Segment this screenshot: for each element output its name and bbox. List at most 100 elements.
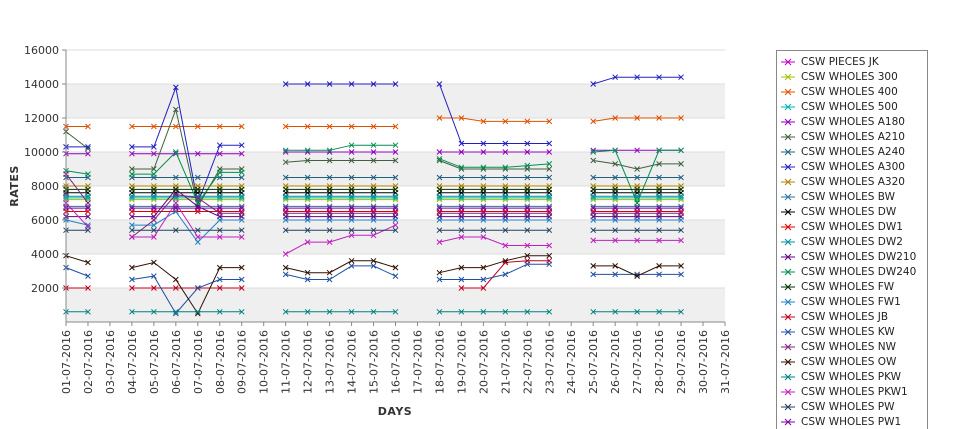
data-point (129, 150, 135, 157)
data-point (194, 227, 201, 234)
data-point (129, 234, 135, 240)
data-point (656, 174, 662, 181)
data-point (85, 144, 91, 150)
data-point (678, 161, 684, 167)
data-point (348, 308, 355, 315)
data-point (612, 271, 619, 278)
data-point (436, 115, 443, 121)
legend-label: CSW WHOLES PW (801, 401, 895, 413)
data-point (216, 234, 223, 240)
data-point (612, 193, 619, 200)
data-point (656, 205, 662, 211)
series-line (65, 210, 682, 243)
data-point (326, 269, 333, 276)
data-point (238, 276, 245, 283)
data-point (348, 263, 355, 269)
data-point (85, 205, 91, 211)
data-point (282, 81, 289, 87)
legend-item: CSW WHOLES DW1 (781, 220, 903, 234)
data-point (458, 234, 465, 240)
legend-item: CSW WHOLES OW (781, 355, 896, 369)
data-point (634, 205, 640, 211)
data-point (85, 193, 91, 200)
data-point (216, 264, 223, 271)
data-point (546, 227, 553, 234)
data-point (392, 157, 399, 164)
data-point (634, 308, 640, 315)
data-point (502, 118, 509, 125)
legend-label: CSW WHOLES DW210 (801, 251, 917, 263)
series (63, 183, 684, 189)
data-point (590, 205, 597, 211)
data-point (612, 237, 619, 244)
x-tick-label: 15-07-2016 (368, 330, 381, 394)
legend-item: CSW WHOLES DW240 (781, 265, 916, 279)
y-tick-labels: 2000 4000 6000 8000 10000 12000 14000 16000 (24, 44, 66, 295)
data-point (304, 205, 311, 211)
data-point (326, 239, 333, 245)
data-point (634, 227, 640, 234)
data-point (524, 149, 531, 155)
data-point (172, 227, 179, 234)
data-point (678, 227, 684, 234)
data-point (238, 186, 245, 193)
data-point (282, 308, 289, 315)
legend-label: CSW WHOLES 300 (801, 71, 898, 83)
x-tick-label: 14-07-2016 (346, 330, 359, 394)
x-axis-label: DAYS (378, 405, 412, 418)
data-point (348, 217, 355, 223)
data-point (282, 205, 289, 211)
x-tick-label: 12-07-2016 (302, 330, 315, 394)
data-point (370, 186, 377, 193)
data-point (634, 74, 640, 81)
data-point (480, 234, 487, 240)
data-point (634, 217, 640, 223)
data-point (194, 200, 201, 206)
data-point (304, 123, 311, 130)
data-point (502, 308, 509, 315)
x-tick-label: 03-07-2016 (104, 330, 117, 394)
data-point (612, 205, 619, 211)
data-point (678, 237, 684, 244)
data-point (546, 210, 553, 217)
data-point (348, 174, 355, 181)
y-tick-label: 16000 (24, 44, 59, 57)
legend-label: CSW WHOLES 500 (801, 101, 898, 113)
data-point (304, 210, 311, 217)
data-point (216, 276, 223, 283)
data-point (524, 261, 531, 268)
data-point (480, 140, 487, 147)
data-point (524, 252, 531, 259)
data-point (678, 271, 684, 278)
data-point (129, 186, 135, 193)
data-point (480, 285, 487, 291)
data-point (151, 259, 157, 266)
data-point (370, 174, 377, 181)
data-point (370, 227, 377, 234)
data-point (238, 193, 245, 200)
data-point (546, 166, 553, 172)
legend-marker-icon (781, 56, 795, 68)
legend-label: CSW WHOLES A180 (801, 116, 905, 128)
data-point (480, 276, 487, 283)
data-point (348, 123, 355, 130)
x-tick-label: 09-07-2016 (236, 330, 249, 394)
data-point (216, 174, 223, 181)
data-point (480, 174, 487, 181)
data-point (194, 205, 201, 211)
data-point (194, 195, 201, 201)
data-point (238, 227, 245, 234)
data-point (590, 149, 597, 155)
data-point (590, 81, 597, 87)
data-point (304, 239, 311, 245)
data-point (172, 308, 179, 315)
data-point (129, 166, 135, 172)
legend-marker-icon (781, 71, 795, 83)
data-point (370, 81, 377, 87)
data-point (524, 308, 531, 315)
legend-item: CSW WHOLES A180 (781, 115, 905, 129)
y-tick-label: 2000 (31, 282, 59, 295)
legend-label: CSW WHOLES FW (801, 281, 895, 293)
data-point (129, 308, 135, 315)
data-point (678, 308, 684, 315)
